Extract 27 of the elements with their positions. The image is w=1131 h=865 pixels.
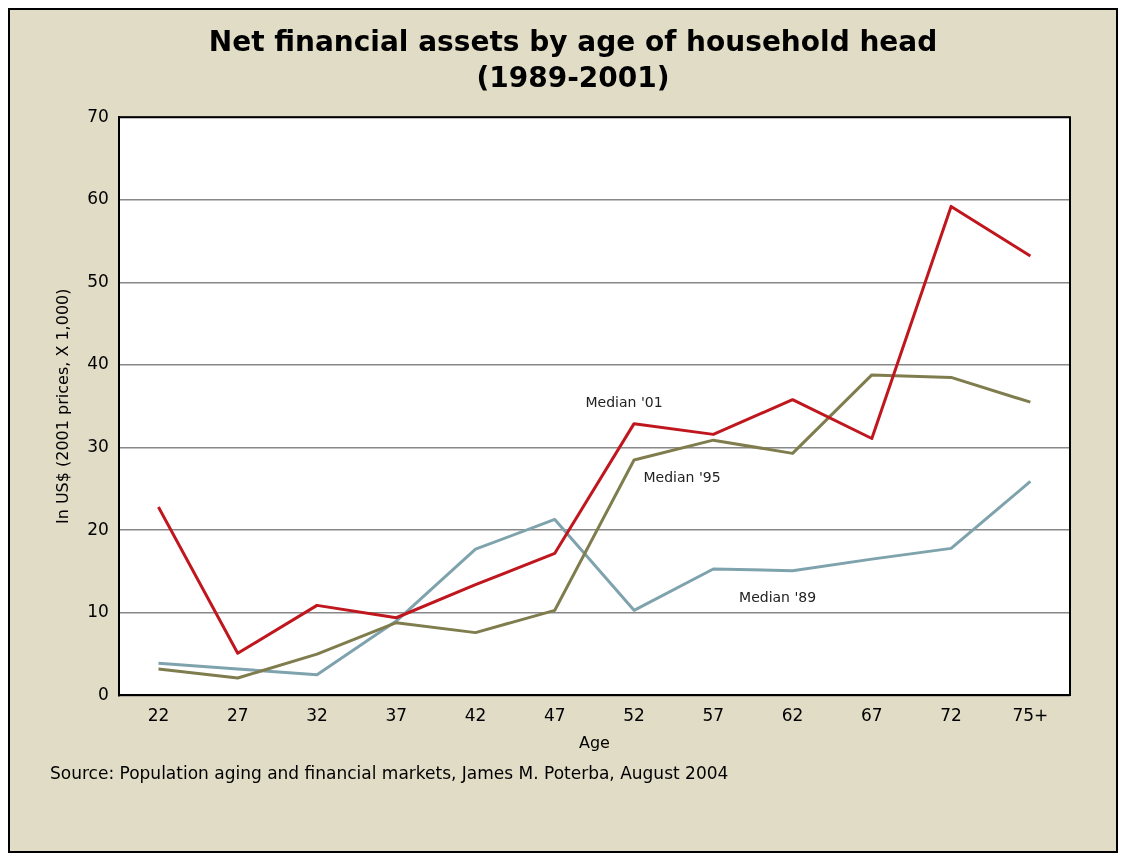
y-tick-label: 40: [87, 353, 109, 374]
series-label: Median '89: [739, 589, 817, 606]
y-tick-label: 0: [98, 683, 109, 704]
series-label: Median '95: [643, 468, 721, 485]
x-tick-label: 57: [702, 704, 725, 725]
y-axis-title: In US$ (2001 prices, X 1,000): [52, 288, 72, 524]
chart-title: Net financial assets by age of household head (1989-2001): [207, 24, 939, 97]
y-tick-label: 30: [87, 435, 109, 456]
y-tick-label: 70: [87, 105, 109, 126]
y-tick-label: 60: [87, 188, 109, 208]
x-tick-label: 52: [623, 704, 645, 725]
x-axis-title: Age: [578, 732, 610, 752]
x-tick-label: 42: [464, 704, 487, 725]
y-tick-label: 50: [87, 270, 109, 291]
x-tick-label: 27: [226, 704, 249, 725]
x-tick-label: 75+: [1012, 704, 1049, 725]
x-tick-label: 22: [147, 704, 170, 725]
series-label: Median '01: [585, 394, 663, 411]
x-tick-label: 32: [306, 704, 328, 725]
x-tick-label: 47: [543, 704, 566, 725]
source-note: Source: Population aging and financial markets, James M. Poterba, August 2004: [50, 762, 730, 783]
y-tick-label: 20: [87, 518, 109, 539]
y-tick-label: 10: [87, 601, 109, 621]
x-tick-label: 67: [861, 704, 883, 725]
x-tick-label: 72: [940, 704, 962, 725]
x-tick-label: 37: [385, 704, 408, 725]
x-tick-label: 62: [781, 704, 804, 725]
